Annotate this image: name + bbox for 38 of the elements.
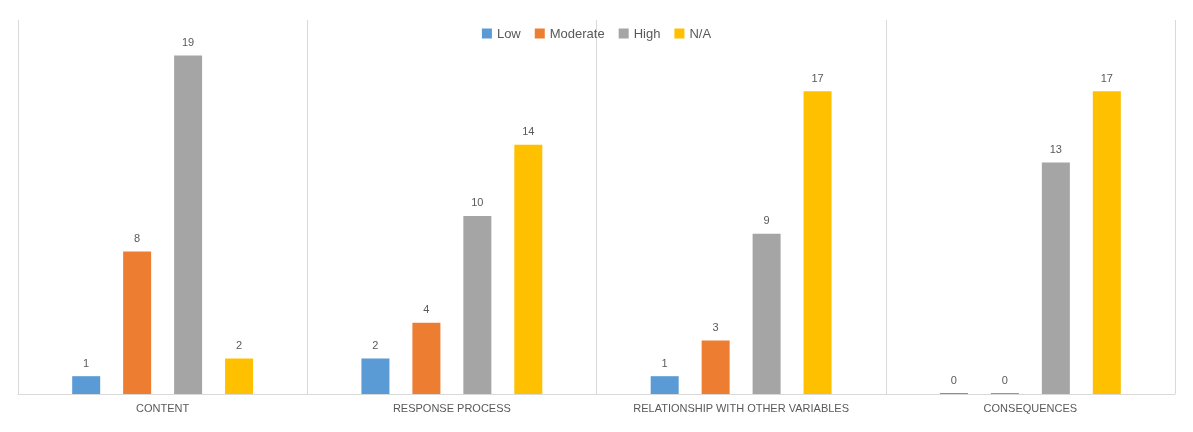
bar [1092,91,1121,394]
x-tick-label: CONSEQUENCES [983,401,1078,414]
data-label: 1 [83,356,90,369]
bar [361,358,390,394]
data-label: 0 [950,373,957,386]
data-label: 10 [471,196,484,209]
data-label: 17 [1100,71,1113,84]
data-label: 1 [661,356,668,369]
data-label: 0 [1001,373,1008,386]
bar [412,322,441,394]
bar [752,233,781,394]
data-label: 2 [372,338,379,351]
data-label: 9 [763,214,770,227]
legend-label: Low [496,26,522,41]
bar [1041,162,1070,394]
bar [463,215,492,394]
legend-label: High [633,26,661,41]
bar [514,144,543,394]
bar [650,376,679,394]
x-tick-label: RESPONSE PROCESS [392,401,511,414]
bar [225,358,254,394]
data-label: 13 [1049,142,1062,155]
data-label: 4 [423,303,430,316]
bar [803,91,832,394]
data-label: 8 [134,232,141,245]
data-label: 14 [522,125,535,138]
legend-label: Moderate [549,26,605,41]
bar [123,251,152,394]
legend-label: N/A [689,26,712,41]
x-tick-label: CONTENT [136,401,190,414]
data-label: 2 [236,338,243,351]
data-label: 17 [811,71,824,84]
data-label: 19 [181,36,195,49]
data-label: 3 [712,321,719,334]
bar [701,340,730,394]
x-tick-label: RELATIONSHIP WITH OTHER VARIABLES [633,401,850,414]
bar [174,55,203,394]
bar [72,376,101,394]
